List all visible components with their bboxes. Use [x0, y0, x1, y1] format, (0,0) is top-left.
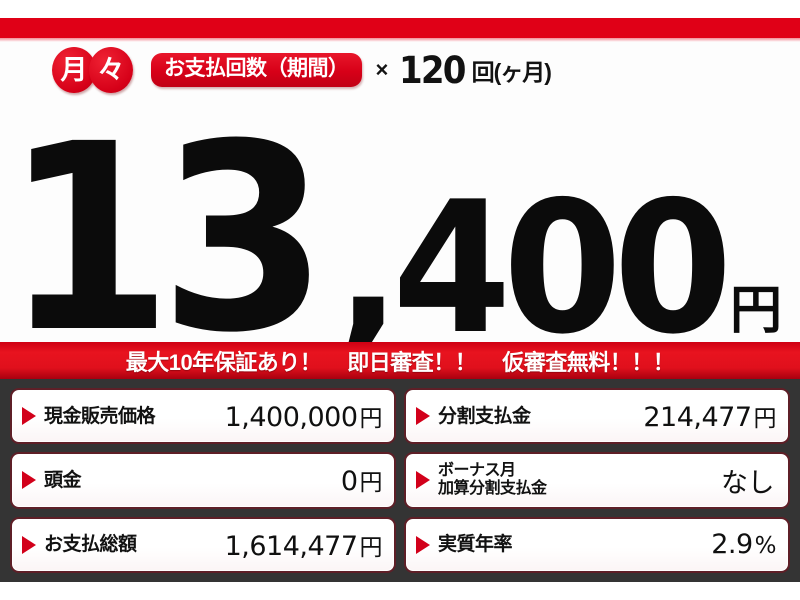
top-red-rule — [0, 18, 800, 38]
cell-value-unit: 円 — [359, 406, 383, 433]
cell-value: 1,400,000円 — [224, 399, 383, 434]
cell-label: 実質年率 — [438, 534, 513, 556]
cell-label: 現金販売価格 — [44, 405, 156, 427]
price-currency-unit: 円 — [729, 282, 782, 341]
cell-value-unit: % — [754, 533, 777, 560]
loan-details-table: 現金販売価格 1,400,000円 分割支払金 214,477円 頭金 0円 ボ… — [0, 379, 800, 582]
cell-value-number: 0 — [340, 466, 358, 498]
hero-panel — [0, 42, 800, 342]
price-major-digits: 13 — [3, 88, 328, 389]
price-minor-digits: ,400 — [335, 162, 733, 375]
cell-label: 分割支払金 — [438, 405, 531, 427]
cell-value: 2.9% — [711, 529, 776, 560]
payment-count-pill: お支払回数（期間） — [151, 52, 362, 88]
triangle-bullet-icon — [416, 407, 430, 426]
header-row: 月 々 お支払回数（期間） × 120 回(ヶ月) — [0, 44, 800, 96]
cell-value-number: なし — [721, 467, 775, 498]
cell-value-number: 2.9 — [711, 529, 753, 561]
monthly-price-display: 13 ,400 円 — [0, 88, 800, 389]
table-cell-total-payment: お支払総額 1,614,477円 — [10, 516, 396, 573]
multiply-icon: × — [375, 57, 389, 82]
cell-label: お支払総額 — [44, 534, 137, 556]
cell-value: なし — [721, 461, 776, 500]
top-red-rule-shadow — [0, 38, 800, 42]
months-count: 120 — [399, 48, 466, 92]
monthly-badge: 月 々 — [52, 46, 133, 94]
triangle-bullet-icon — [416, 535, 430, 554]
table-cell-down-payment: 頭金 0円 — [10, 452, 396, 509]
promo-item-free-prescreening: 仮審査無料！！！ — [502, 349, 675, 375]
cell-value-number: 1,400,000 — [224, 402, 358, 434]
monthly-badge-char-2: 々 — [89, 47, 133, 93]
cell-value-number: 214,477 — [643, 402, 752, 434]
months-unit-label: 回(ヶ月) — [471, 59, 552, 85]
cell-value-unit: 円 — [359, 534, 383, 561]
cell-value-unit: 円 — [753, 406, 777, 433]
promo-item-same-day-screening: 即日審査！！ — [347, 349, 477, 375]
monthly-badge-char-1: 月 — [52, 47, 96, 93]
cell-value: 1,614,477円 — [224, 528, 383, 562]
triangle-bullet-icon — [22, 471, 36, 490]
table-cell-annual-rate: 実質年率 2.9% — [404, 516, 790, 573]
table-cell-cash-price: 現金販売価格 1,400,000円 — [10, 388, 396, 445]
triangle-bullet-icon — [22, 407, 36, 426]
triangle-bullet-icon — [22, 535, 36, 554]
cell-value-number: 1,614,477 — [224, 530, 358, 562]
promo-banner: 最大10年保証あり！ 即日審査！！ 仮審査無料！！！ — [0, 342, 800, 379]
table-cell-bonus-month-payment: ボーナス月 加算分割支払金 なし — [404, 452, 790, 509]
cell-value-unit: 円 — [359, 470, 383, 497]
cell-label: ボーナス月 加算分割支払金 — [438, 462, 547, 498]
cell-value: 214,477円 — [643, 399, 776, 433]
cell-value: 0円 — [340, 463, 383, 498]
triangle-bullet-icon — [416, 471, 430, 490]
promo-item-warranty: 最大10年保証あり！ — [125, 349, 322, 375]
cell-label: 頭金 — [44, 469, 82, 491]
table-cell-installment-payment: 分割支払金 214,477円 — [404, 388, 790, 445]
bottom-white-margin — [0, 582, 800, 600]
